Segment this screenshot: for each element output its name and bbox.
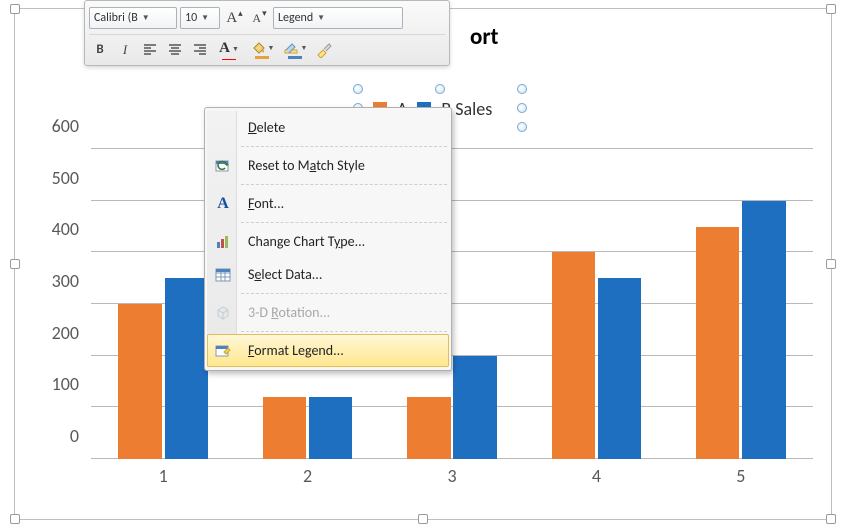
y-tick-label: 200 xyxy=(39,322,79,344)
outline-color-swatch xyxy=(288,56,302,59)
x-tick-label: 2 xyxy=(303,465,312,487)
shrink-font-icon: A▾ xyxy=(252,11,265,26)
bar[interactable] xyxy=(165,278,208,459)
resize-handle[interactable] xyxy=(826,259,836,269)
bar[interactable] xyxy=(453,356,496,459)
chevron-down-icon: ▼ xyxy=(268,43,275,52)
menu-item-select-data[interactable]: Select Data... xyxy=(207,258,449,291)
chevron-down-icon: ▼ xyxy=(232,44,239,53)
align-left-icon xyxy=(142,42,158,58)
y-tick-label: 400 xyxy=(39,218,79,240)
x-tick-label: 4 xyxy=(592,465,601,487)
chevron-down-icon: ▼ xyxy=(317,13,325,23)
menu-item-label: Reset to Match Style xyxy=(248,157,365,174)
resize-handle[interactable] xyxy=(418,514,428,524)
bar[interactable] xyxy=(552,252,595,459)
menu-item-label: Font... xyxy=(248,195,284,212)
resize-handle[interactable] xyxy=(826,514,836,524)
paint-bucket-icon xyxy=(250,41,266,54)
shrink-font-button[interactable]: A▾ xyxy=(248,7,270,29)
fill-color-swatch xyxy=(255,56,269,59)
align-right-icon xyxy=(192,42,208,58)
font-size-combo[interactable]: 10 ▼ xyxy=(180,7,220,29)
x-tick-label: 5 xyxy=(736,465,745,487)
bar[interactable] xyxy=(598,278,641,459)
y-tick-label: 500 xyxy=(39,167,79,189)
menu-item-rotation: 3-D Rotation... xyxy=(207,296,449,329)
chart-icon xyxy=(213,232,233,252)
align-center-icon xyxy=(167,42,183,58)
shape-outline-button[interactable]: ▼ xyxy=(280,39,310,61)
bold-button[interactable]: B xyxy=(89,39,111,61)
legend-context-menu[interactable]: Delete Reset to Match Style A Font... Change… xyxy=(204,107,452,371)
menu-separator xyxy=(241,146,447,147)
cube-icon xyxy=(213,303,233,323)
italic-icon: I xyxy=(123,42,127,58)
mini-format-toolbar[interactable]: Calibri (B ▼ 10 ▼ A▴ A▾ Legend ▼ B I xyxy=(84,0,450,66)
font-color-button[interactable]: A▼ xyxy=(214,39,244,61)
format-painter-button[interactable] xyxy=(313,39,335,61)
fill-color-button[interactable]: ▼ xyxy=(247,39,277,61)
grow-font-button[interactable]: A▴ xyxy=(223,7,245,29)
bar[interactable] xyxy=(263,397,306,459)
chart-title[interactable]: ort xyxy=(470,23,499,51)
resize-handle[interactable] xyxy=(10,259,20,269)
bar[interactable] xyxy=(696,227,739,460)
bar[interactable] xyxy=(742,201,785,459)
menu-item-label: 3-D Rotation... xyxy=(248,304,330,321)
menu-separator xyxy=(241,222,447,223)
resize-handle[interactable] xyxy=(10,4,20,14)
y-axis: 0100200300400500600 xyxy=(41,149,85,459)
chevron-down-icon: ▼ xyxy=(142,13,150,23)
y-tick-label: 0 xyxy=(39,425,79,447)
font-icon: A xyxy=(213,194,233,214)
menu-item-label: Change Chart Type... xyxy=(248,233,365,250)
align-left-button[interactable] xyxy=(139,39,161,61)
menu-item-label: Delete xyxy=(248,119,285,136)
italic-button[interactable]: I xyxy=(114,39,136,61)
menu-item-format-legend[interactable]: Format Legend... xyxy=(207,334,449,367)
brush-icon xyxy=(315,42,333,58)
outline-icon xyxy=(283,41,299,54)
format-icon xyxy=(213,341,233,361)
menu-item-label: Select Data... xyxy=(248,266,322,283)
bold-icon: B xyxy=(96,42,103,57)
align-center-button[interactable] xyxy=(164,39,186,61)
y-tick-label: 600 xyxy=(39,115,79,137)
reset-icon xyxy=(213,156,233,176)
table-icon xyxy=(213,265,233,285)
align-right-button[interactable] xyxy=(189,39,211,61)
grow-font-icon: A▴ xyxy=(226,10,241,27)
chevron-down-icon: ▼ xyxy=(201,13,209,23)
font-color-icon: A xyxy=(219,40,230,57)
resize-handle[interactable] xyxy=(826,4,836,14)
menu-item-label: Format Legend... xyxy=(248,342,344,359)
menu-item-delete[interactable]: Delete xyxy=(207,111,449,144)
menu-separator xyxy=(241,184,447,185)
menu-separator xyxy=(241,293,447,294)
none-icon xyxy=(213,118,233,138)
bar[interactable] xyxy=(309,397,352,459)
style-selector-value: Legend xyxy=(278,11,313,25)
menu-item-chart-type[interactable]: Change Chart Type... xyxy=(207,225,449,258)
menu-item-reset[interactable]: Reset to Match Style xyxy=(207,149,449,182)
x-tick-label: 3 xyxy=(447,465,456,487)
font-color-swatch xyxy=(222,59,236,60)
menu-separator xyxy=(241,331,447,332)
resize-handle[interactable] xyxy=(10,514,20,524)
font-name-value: Calibri (B xyxy=(94,11,138,25)
bar[interactable] xyxy=(118,304,161,459)
bar[interactable] xyxy=(407,397,450,459)
menu-item-font[interactable]: A Font... xyxy=(207,187,449,220)
chevron-down-icon: ▼ xyxy=(301,43,308,52)
y-tick-label: 100 xyxy=(39,373,79,395)
x-axis: 1 2 3 4 5 xyxy=(91,461,813,489)
font-size-value: 10 xyxy=(185,11,197,25)
style-selector-combo[interactable]: Legend ▼ xyxy=(273,7,403,29)
font-name-combo[interactable]: Calibri (B ▼ xyxy=(89,7,177,29)
x-tick-label: 1 xyxy=(159,465,168,487)
y-tick-label: 300 xyxy=(39,270,79,292)
bars[interactable] xyxy=(91,149,813,459)
